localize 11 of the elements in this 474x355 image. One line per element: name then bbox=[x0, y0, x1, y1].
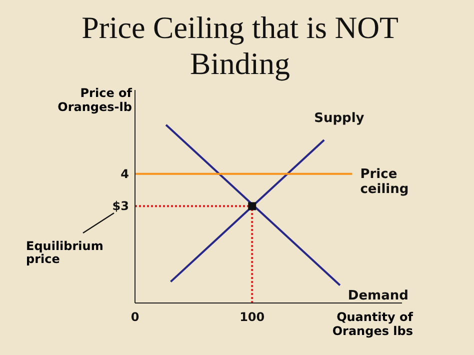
chart-title: Price Ceiling that is NOT Binding bbox=[80, 10, 400, 82]
y-tick-label: 4 bbox=[120, 166, 129, 181]
y-tick-label: $3 bbox=[112, 199, 129, 214]
x-tick-label: 100 bbox=[240, 310, 265, 324]
text: Equilibrium price bbox=[26, 239, 104, 266]
y-axis-title: Price of Oranges-lb bbox=[56, 86, 132, 114]
x-tick-label: 0 bbox=[130, 310, 140, 324]
series-label: Demand bbox=[348, 288, 408, 304]
series-label: Price ceiling bbox=[360, 166, 409, 197]
series-label: Supply bbox=[314, 111, 365, 126]
x-axis-title: Quantity of Oranges lbs bbox=[331, 310, 413, 338]
